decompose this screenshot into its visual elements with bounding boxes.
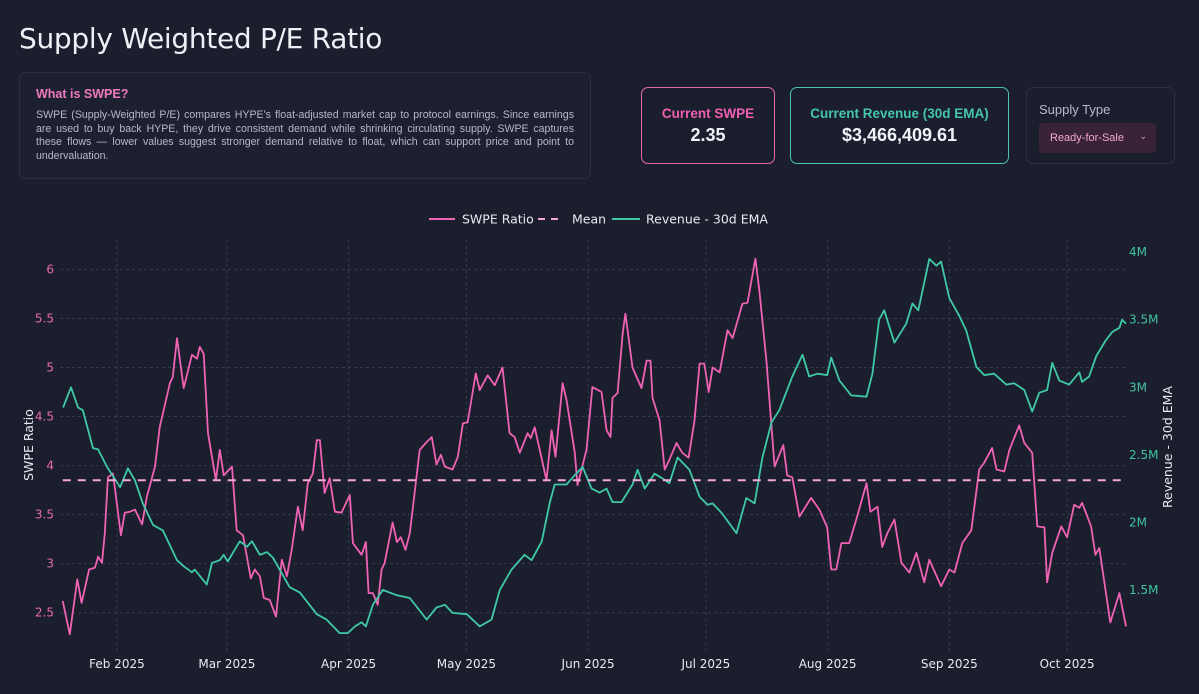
- y-right-tick-label: 2M: [1129, 515, 1147, 529]
- y-right-tick-label: 4M: [1129, 245, 1147, 259]
- y-left-tick-label: 4: [46, 459, 54, 473]
- info-body: SWPE (Supply-Weighted P/E) compares HYPE…: [36, 109, 574, 162]
- x-tick-label: Apr 2025: [321, 657, 376, 671]
- grid-lines: [60, 240, 1128, 652]
- x-tick-label: Jul 2025: [680, 657, 730, 671]
- chevron-down-icon: ⌄: [1139, 131, 1147, 141]
- x-tick-label: Mar 2025: [198, 657, 255, 671]
- y-right-tick-label: 1.5M: [1129, 583, 1158, 597]
- y-right-tick-label: 3.5M: [1129, 313, 1158, 327]
- x-tick-label: Jun 2025: [561, 657, 615, 671]
- y-left-tick-label: 2.5: [35, 606, 54, 620]
- legend-revenue-label[interactable]: Revenue - 30d EMA: [646, 212, 768, 227]
- current-swpe-card: Current SWPE 2.35: [641, 87, 775, 164]
- y-left-tick-label: 3: [46, 557, 54, 571]
- current-revenue-card: Current Revenue (30d EMA) $3,466,409.61: [790, 87, 1009, 164]
- legend-swpe-label[interactable]: SWPE Ratio: [462, 212, 534, 227]
- current-swpe-value: 2.35: [690, 125, 726, 145]
- page-title: Supply Weighted P/E Ratio: [19, 22, 383, 55]
- y-right-tick-label: 2.5M: [1129, 448, 1158, 462]
- y-left-tick-label: 3.5: [35, 508, 54, 522]
- x-tick-label: May 2025: [437, 657, 496, 671]
- revenue-ema-line: [62, 258, 1127, 634]
- y-left-tick-label: 5: [46, 361, 54, 375]
- chart-legend: SWPE Ratio Mean Revenue - 30d EMA: [429, 212, 768, 227]
- supply-type-card: Supply Type Ready-for-Sale ⌄: [1026, 87, 1175, 164]
- y-left-tick-label: 4.5: [35, 410, 54, 424]
- supply-type-select[interactable]: Ready-for-Sale ⌄: [1039, 123, 1156, 153]
- legend-mean-label[interactable]: Mean: [572, 212, 606, 227]
- x-tick-label: Sep 2025: [921, 657, 978, 671]
- current-swpe-label: Current SWPE: [661, 106, 755, 121]
- x-tick-label: Aug 2025: [799, 657, 857, 671]
- supply-type-label: Supply Type: [1039, 102, 1111, 117]
- y-right-axis-title: Revenue - 30d EMA: [1160, 386, 1175, 508]
- axis-ticks: 2.5 3 3.5 4 4.5 5 5.5 6 1.5M 2M 2.5M 3M 3.5M 4M Feb 20…: [35, 245, 1159, 671]
- swpe-ratio-line: [61, 257, 1127, 636]
- current-revenue-value: $3,466,409.61: [841, 125, 958, 145]
- supply-type-selected: Ready-for-Sale: [1050, 132, 1124, 144]
- info-title: What is SWPE?: [36, 87, 129, 101]
- series-lines: [61, 257, 1127, 636]
- x-tick-label: Feb 2025: [89, 657, 145, 671]
- y-left-tick-label: 5.5: [35, 311, 54, 325]
- y-left-tick-label: 6: [46, 262, 54, 276]
- current-revenue-label: Current Revenue (30d EMA): [810, 106, 989, 121]
- y-right-tick-label: 3M: [1129, 380, 1147, 394]
- x-tick-label: Oct 2025: [1040, 657, 1095, 671]
- y-left-axis-title: SWPE Ratio: [21, 409, 36, 481]
- swpe-info-panel: What is SWPE? SWPE (Supply-Weighted P/E)…: [19, 72, 591, 179]
